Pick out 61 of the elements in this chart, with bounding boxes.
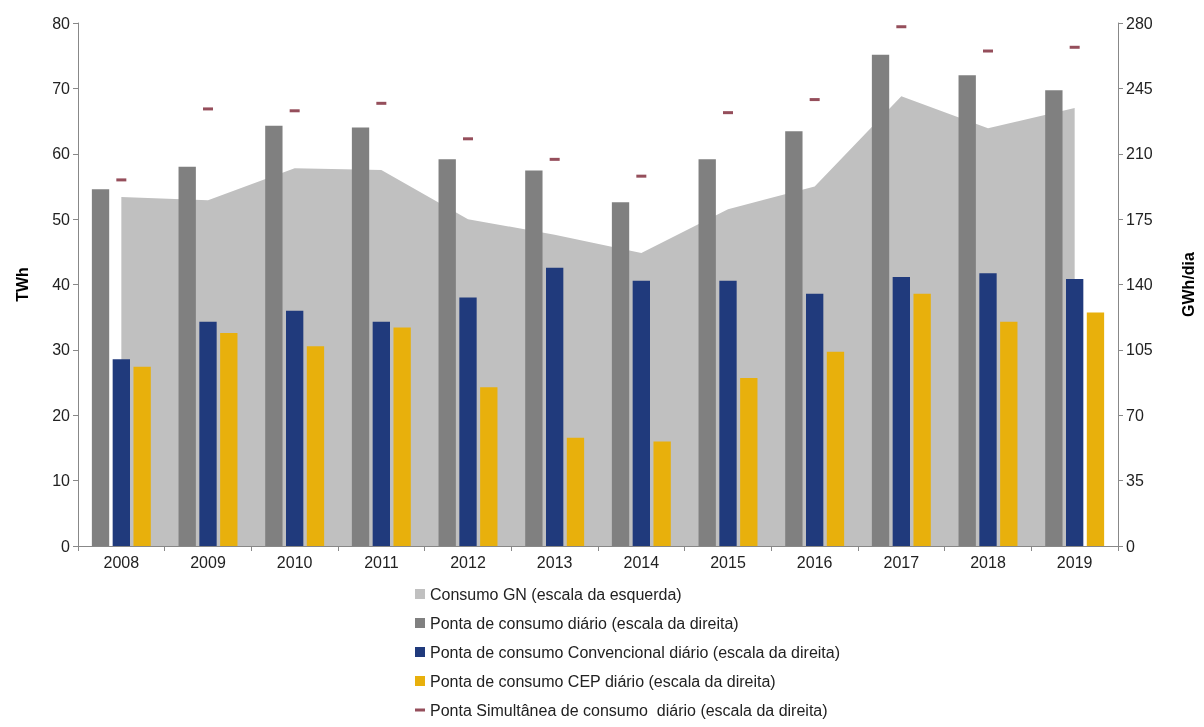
x-tick-label: 2019 <box>1056 553 1093 571</box>
x-tick-label: 2018 <box>970 553 1006 571</box>
legend-label: Ponta Simultânea de consumo diário (escala da direita) <box>430 701 828 719</box>
x-tick-label: 2008 <box>103 553 140 571</box>
bar <box>546 267 564 546</box>
bar <box>1066 278 1084 546</box>
bar <box>480 387 498 546</box>
legend-label: Consumo GN (escala da esquerda) <box>430 585 682 603</box>
x-tick-label: 2010 <box>276 553 313 571</box>
x-tick-label: 2016 <box>796 553 833 571</box>
x-tick-label: 2013 <box>536 553 573 571</box>
legend-label: Ponta de consumo diário (escala da direita) <box>430 614 739 632</box>
legend-label: Ponta de consumo CEP diário (escala da direita) <box>430 672 776 690</box>
bar <box>372 321 390 546</box>
y2-tick-label: 140 <box>1126 276 1153 293</box>
y-tick-label: 20 <box>52 406 71 424</box>
y-tick-label: 60 <box>52 145 71 163</box>
y2-tick-label: 245 <box>1126 79 1153 97</box>
bar <box>1086 312 1105 546</box>
bar <box>913 293 931 546</box>
bar <box>459 297 477 546</box>
bar <box>306 346 325 546</box>
x-tick-label: 2014 <box>623 553 660 571</box>
bar <box>1000 321 1018 546</box>
x-tick-label: 2009 <box>190 553 226 571</box>
y-tick-label: 0 <box>61 537 71 555</box>
x-tick-label: 2012 <box>450 553 486 571</box>
bar <box>112 359 130 546</box>
bar <box>393 327 411 546</box>
bar <box>133 366 151 546</box>
y2-tick-label: 0 <box>1126 537 1135 555</box>
y2-tick-label: 280 <box>1126 14 1153 32</box>
y2-tick-label: 35 <box>1126 472 1144 490</box>
bar <box>199 321 217 546</box>
y2-axis-title: GWh/dia <box>1179 251 1197 317</box>
y-tick-label: 40 <box>52 276 71 293</box>
y-tick-label: 50 <box>52 210 71 228</box>
y-tick-label: 10 <box>52 472 71 490</box>
y-axis-title: TWh <box>13 267 31 302</box>
x-tick-label: 2015 <box>710 553 746 571</box>
bar <box>719 280 737 546</box>
bar <box>220 333 238 546</box>
legend-label: Ponta de consumo Convencional diário (escala da direita) <box>430 643 841 661</box>
y-tick-label: 70 <box>52 79 71 97</box>
y2-tick-label: 105 <box>1126 341 1153 359</box>
y2-tick-label: 175 <box>1126 210 1153 228</box>
x-tick-label: 2017 <box>883 553 920 571</box>
x-tick-label: 2011 <box>364 553 399 571</box>
bar <box>826 351 845 546</box>
y-tick-label: 80 <box>52 14 71 32</box>
bar <box>566 437 585 546</box>
bar <box>892 277 910 546</box>
y2-tick-label: 210 <box>1126 145 1153 163</box>
bar <box>653 441 671 546</box>
bar <box>979 273 997 546</box>
bar <box>632 280 650 546</box>
bar <box>740 377 758 546</box>
bar <box>806 293 824 546</box>
bar <box>286 310 304 546</box>
y2-tick-label: 70 <box>1126 406 1144 424</box>
y-tick-label: 30 <box>52 341 71 359</box>
